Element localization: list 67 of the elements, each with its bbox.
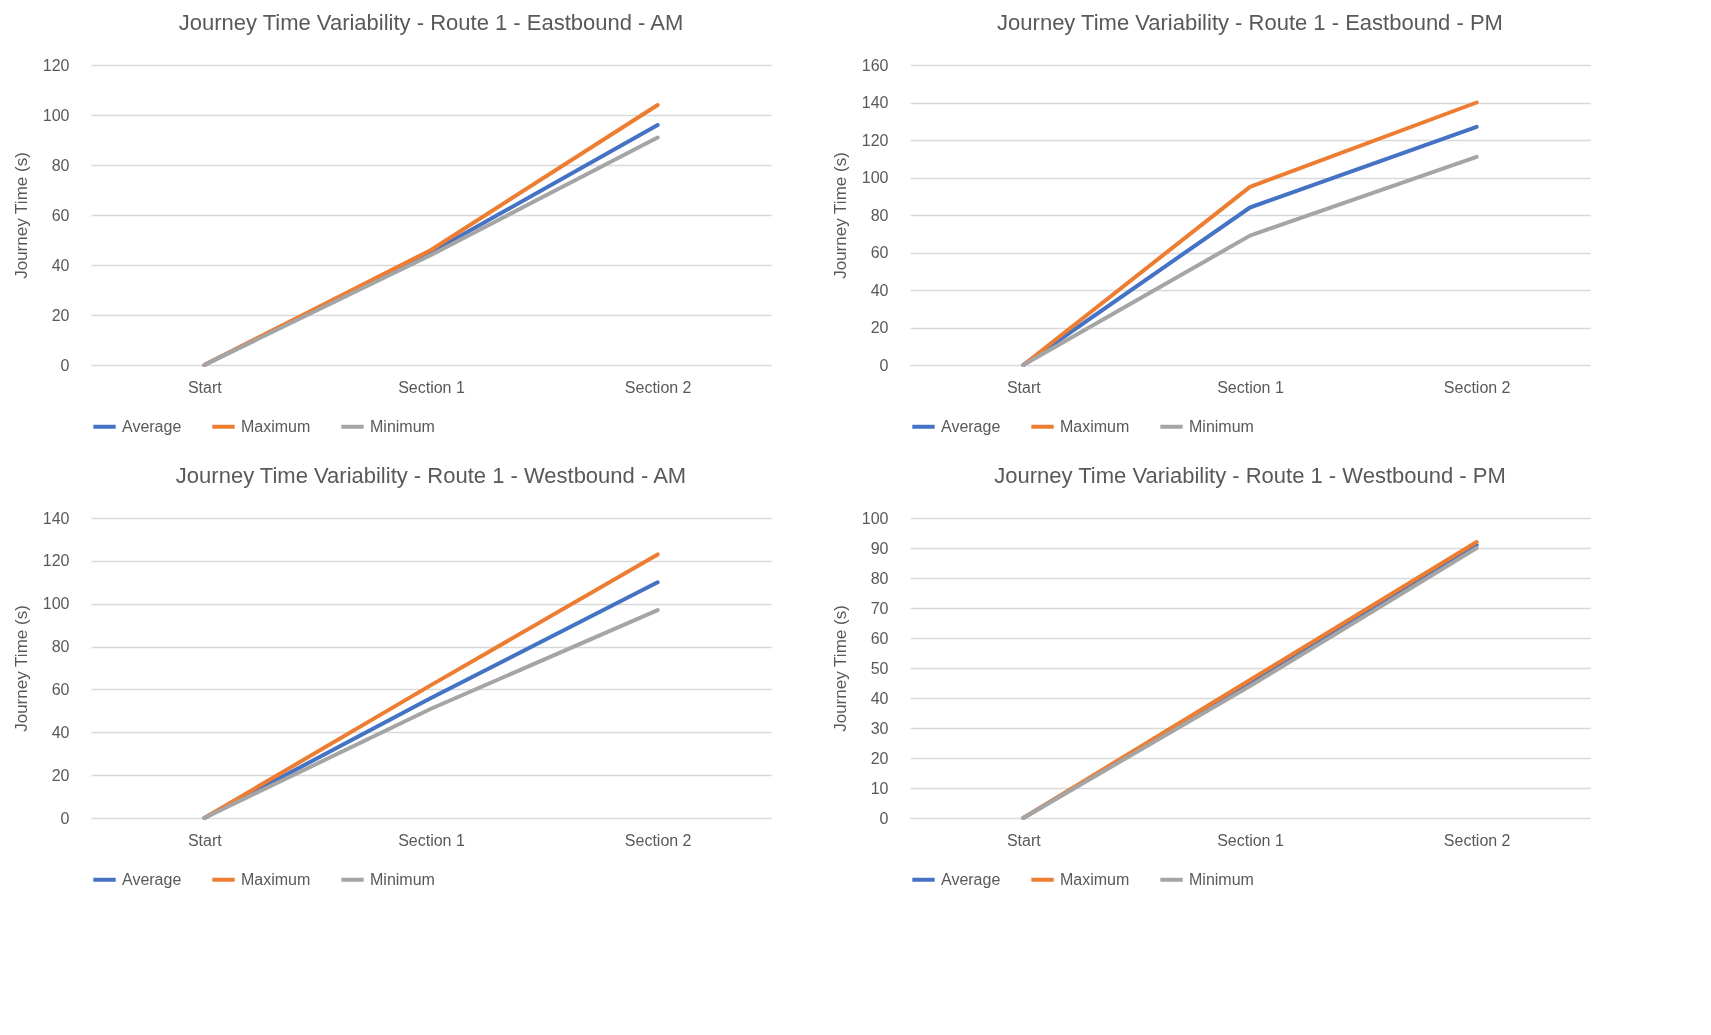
legend-label: Average xyxy=(941,870,1001,888)
y-tick-label: 100 xyxy=(861,169,889,186)
x-tick-label: Section 1 xyxy=(398,831,465,849)
y-tick-label: 100 xyxy=(42,595,70,613)
y-tick-label: 30 xyxy=(870,719,889,737)
y-tick-label: 80 xyxy=(51,156,70,174)
chart-title: Journey Time Variability - Route 1 - Westbound - AM xyxy=(175,463,687,488)
legend-label: Minimum xyxy=(1189,870,1254,888)
legend-label: Maximum xyxy=(241,870,311,888)
x-tick-label: Section 1 xyxy=(1217,378,1284,396)
y-axis-title: Journey Time (s) xyxy=(830,152,850,279)
legend-label: Maximum xyxy=(1060,417,1130,435)
legend-label: Minimum xyxy=(370,870,435,888)
chart-title: Journey Time Variability - Route 1 - Eastbound - PM xyxy=(997,10,1503,35)
legend-label: Average xyxy=(122,417,182,435)
x-tick-label: Section 1 xyxy=(1217,831,1284,849)
y-tick-label: 0 xyxy=(60,809,70,827)
y-axis-title: Journey Time (s) xyxy=(11,152,31,279)
x-tick-label: Start xyxy=(1006,831,1042,849)
y-tick-label: 20 xyxy=(51,766,70,784)
x-tick-label: Section 1 xyxy=(398,378,465,396)
legend-label: Average xyxy=(122,870,182,888)
y-tick-label: 80 xyxy=(51,638,70,656)
y-tick-label: 90 xyxy=(870,539,889,557)
x-tick-label: Section 2 xyxy=(1443,831,1511,849)
y-axis-title: Journey Time (s) xyxy=(830,605,850,732)
legend-label: Maximum xyxy=(241,417,311,435)
y-tick-label: 0 xyxy=(879,809,889,827)
y-tick-label: 20 xyxy=(51,306,70,324)
legend-label: Maximum xyxy=(1060,870,1130,888)
y-tick-label: 60 xyxy=(870,629,889,647)
x-tick-label: Section 2 xyxy=(1443,378,1511,396)
legend-label: Average xyxy=(941,417,1001,435)
y-tick-label: 120 xyxy=(861,131,889,149)
y-tick-label: 40 xyxy=(51,256,70,274)
x-tick-label: Start xyxy=(1006,378,1042,396)
y-tick-label: 120 xyxy=(42,552,70,570)
x-tick-label: Section 2 xyxy=(624,378,692,396)
y-tick-label: 0 xyxy=(879,356,889,374)
y-tick-label: 20 xyxy=(870,749,889,767)
y-tick-label: 40 xyxy=(51,723,70,741)
y-tick-label: 60 xyxy=(51,680,70,698)
x-tick-label: Start xyxy=(187,378,223,396)
legend-label: Minimum xyxy=(1189,417,1254,435)
y-tick-label: 140 xyxy=(42,509,70,527)
x-tick-label: Start xyxy=(187,831,223,849)
y-tick-label: 100 xyxy=(861,509,889,527)
y-tick-label: 70 xyxy=(870,599,889,617)
y-tick-label: 40 xyxy=(870,689,889,707)
chart-title: Journey Time Variability - Route 1 - Eastbound - AM xyxy=(178,10,684,35)
y-tick-label: 10 xyxy=(870,779,889,797)
y-tick-label: 20 xyxy=(870,319,889,336)
y-tick-label: 60 xyxy=(51,206,70,224)
y-tick-label: 80 xyxy=(870,569,889,587)
y-tick-label: 160 xyxy=(861,56,889,74)
y-tick-label: 60 xyxy=(870,244,889,261)
y-tick-label: 80 xyxy=(870,206,889,224)
y-tick-label: 120 xyxy=(42,56,70,74)
y-tick-label: 0 xyxy=(60,356,70,374)
y-tick-label: 140 xyxy=(861,94,889,111)
legend-label: Minimum xyxy=(370,417,435,435)
y-tick-label: 50 xyxy=(870,659,889,677)
y-tick-label: 40 xyxy=(870,281,889,299)
chart-title: Journey Time Variability - Route 1 - Westbound - PM xyxy=(994,463,1506,488)
x-tick-label: Section 2 xyxy=(624,831,692,849)
y-tick-label: 100 xyxy=(42,106,70,124)
y-axis-title: Journey Time (s) xyxy=(11,605,31,732)
